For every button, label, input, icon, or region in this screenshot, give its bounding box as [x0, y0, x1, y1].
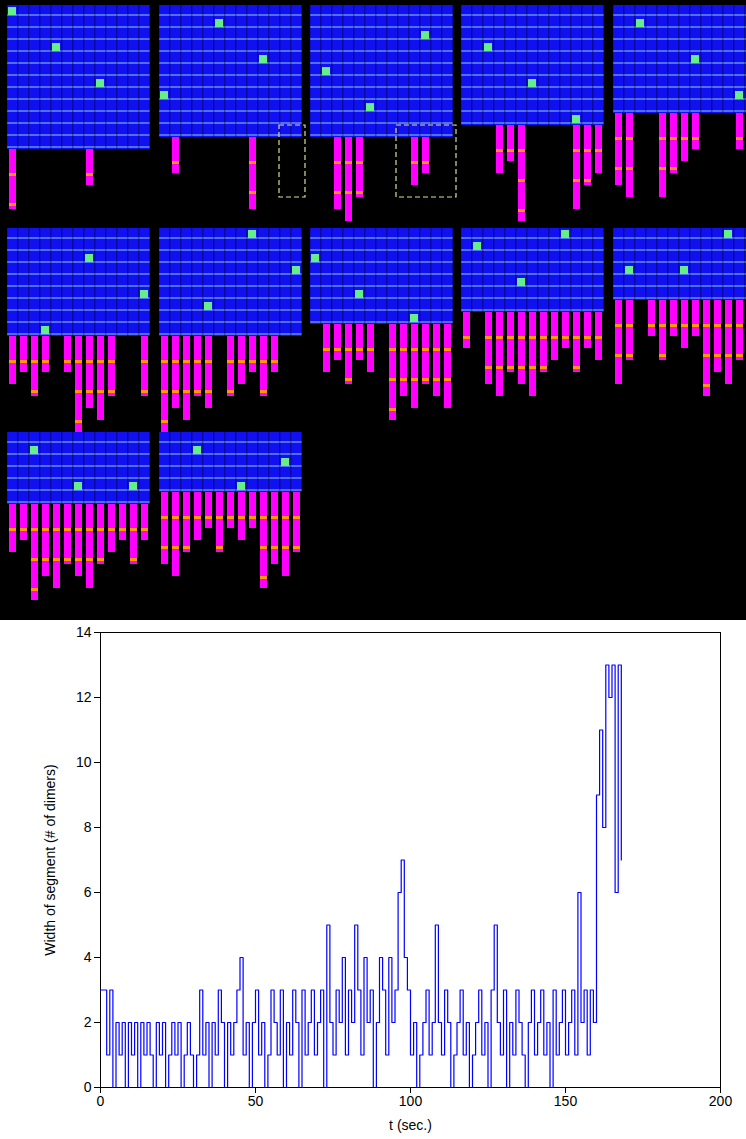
svg-text:150: 150: [554, 1093, 578, 1109]
svg-text:Width of segment (# of dimers): Width of segment (# of dimers): [42, 764, 58, 955]
svg-text:12: 12: [76, 689, 92, 705]
svg-text:4: 4: [84, 949, 92, 965]
svg-text:8: 8: [84, 819, 92, 835]
svg-text:6: 6: [84, 884, 92, 900]
svg-text:t (sec.): t (sec.): [389, 1117, 432, 1133]
svg-text:100: 100: [399, 1093, 423, 1109]
svg-text:0: 0: [97, 1093, 105, 1109]
svg-text:10: 10: [76, 754, 92, 770]
svg-text:200: 200: [709, 1093, 733, 1109]
svg-text:0: 0: [84, 1079, 92, 1095]
svg-text:14: 14: [76, 624, 92, 640]
svg-text:2: 2: [84, 1014, 92, 1030]
svg-text:50: 50: [248, 1093, 264, 1109]
